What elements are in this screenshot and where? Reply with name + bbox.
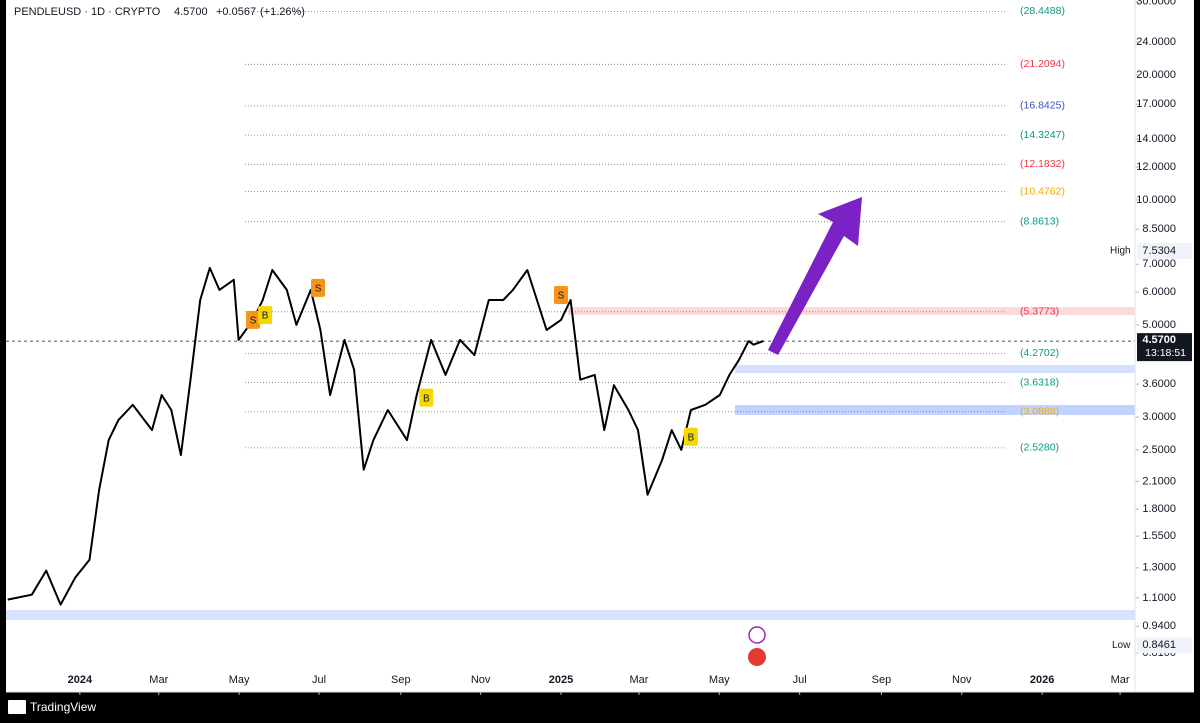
last-badge	[1137, 333, 1192, 362]
signal-marker	[554, 286, 569, 305]
brand: TradingView	[30, 700, 96, 714]
y-tick-label: 24.0000	[1136, 36, 1176, 48]
low-badge	[1137, 637, 1192, 654]
x-tick-label: Mar	[629, 674, 648, 686]
x-tick-label: Jul	[793, 674, 807, 686]
x-tick-label: 2026	[1030, 674, 1054, 686]
event-icon	[748, 626, 766, 644]
high-label: High	[1110, 246, 1131, 257]
y-tick-label: 1.3000	[1142, 562, 1176, 574]
high-value: 7.5304	[1142, 245, 1176, 257]
x-tick-label: Mar	[149, 674, 168, 686]
y-tick-label: 7.0000	[1142, 258, 1176, 270]
y-tick-label: 6.0000	[1142, 286, 1176, 298]
signal-label: B	[688, 432, 695, 443]
change: +0.0567	[216, 6, 256, 18]
y-tick-label: 3.0000	[1142, 411, 1176, 423]
signal-marker	[419, 388, 434, 407]
last-value: 4.5700	[1142, 334, 1176, 346]
y-tick-label: 14.0000	[1136, 133, 1176, 145]
y-tick-label: 20.0000	[1136, 69, 1176, 81]
level-label: (28.4488)	[1020, 5, 1065, 17]
x-tick-label: Jul	[312, 674, 326, 686]
y-tick-label: 1.1000	[1142, 592, 1176, 604]
forecast-arrow	[768, 197, 862, 355]
demand-zone	[735, 365, 1135, 373]
signal-label: B	[423, 393, 430, 404]
plot: 30.0000 24.0000 20.0000 17.0000 14.0000 12.00…	[0, 0, 1176, 695]
level-label: (16.8425)	[1020, 100, 1065, 112]
y-tick-label: 30.0000	[1136, 0, 1176, 8]
x-tick-label: May	[229, 674, 250, 686]
level-label: (5.3773)	[1020, 306, 1059, 318]
level-label: (10.4762)	[1020, 185, 1065, 197]
y-tick-label: 5.0000	[1142, 319, 1176, 331]
x-tick-label: Mar	[1111, 674, 1130, 686]
signal-marker	[683, 427, 698, 446]
level-label: (3.0888)	[1020, 406, 1059, 418]
change-pct: (+1.26%)	[260, 6, 305, 18]
level-label: (12.1832)	[1020, 158, 1065, 170]
x-tick-label: 2024	[68, 674, 93, 686]
x-tick-label: 2025	[549, 674, 573, 686]
level-label: (3.6318)	[1020, 376, 1059, 388]
level-label: (14.3247)	[1020, 129, 1065, 141]
countdown: 13:18:51	[1145, 347, 1186, 359]
level-label: (2.5280)	[1020, 442, 1059, 454]
x-tick-label: May	[709, 674, 730, 686]
signal-label: S	[315, 284, 322, 295]
y-tick-label: 17.0000	[1136, 98, 1176, 110]
y-tick-label: 0.9400	[1142, 620, 1176, 632]
y-tick-label: 12.0000	[1136, 161, 1176, 173]
signal-label: B	[262, 311, 269, 322]
zones	[6, 307, 1135, 620]
y-tick-label: 8.5000	[1142, 223, 1176, 235]
x-tick-label: Sep	[391, 674, 411, 686]
y-tick-label: 2.5000	[1142, 444, 1176, 456]
demand-zone	[6, 610, 1135, 620]
x-tick-label: Sep	[872, 674, 892, 686]
level-label: (8.8613)	[1020, 215, 1059, 227]
y-tick-label: 2.1000	[1142, 475, 1176, 487]
x-tick-label: Nov	[471, 674, 491, 686]
level-label: (4.2702)	[1020, 347, 1059, 359]
signal-marker	[311, 278, 326, 297]
brand-logo	[8, 700, 26, 714]
supply-zone	[568, 307, 1135, 315]
y-tick-label: 10.0000	[1136, 194, 1176, 206]
signal-label: S	[250, 316, 257, 327]
y-tick-label: 3.6000	[1142, 378, 1176, 390]
y-tick-label: 1.5500	[1142, 530, 1176, 542]
event-icon	[748, 648, 766, 666]
demand-zone	[735, 405, 1135, 415]
chart-pane	[6, 0, 1194, 692]
level-label: (21.2094)	[1020, 58, 1065, 70]
price-line	[7, 266, 764, 606]
signal-marker	[258, 306, 273, 325]
high-badge	[1137, 243, 1192, 260]
symbol-line: PENDLEUSD · 1D · CRYPTO	[14, 6, 161, 18]
y-tick-label: 1.8000	[1142, 503, 1176, 515]
signal-label: S	[558, 291, 565, 302]
low-value: 0.8461	[1142, 639, 1176, 651]
low-label: Low	[1112, 640, 1131, 651]
x-tick-label: Nov	[952, 674, 972, 686]
last-price: 4.5700	[174, 6, 208, 18]
signal-marker	[246, 310, 261, 329]
